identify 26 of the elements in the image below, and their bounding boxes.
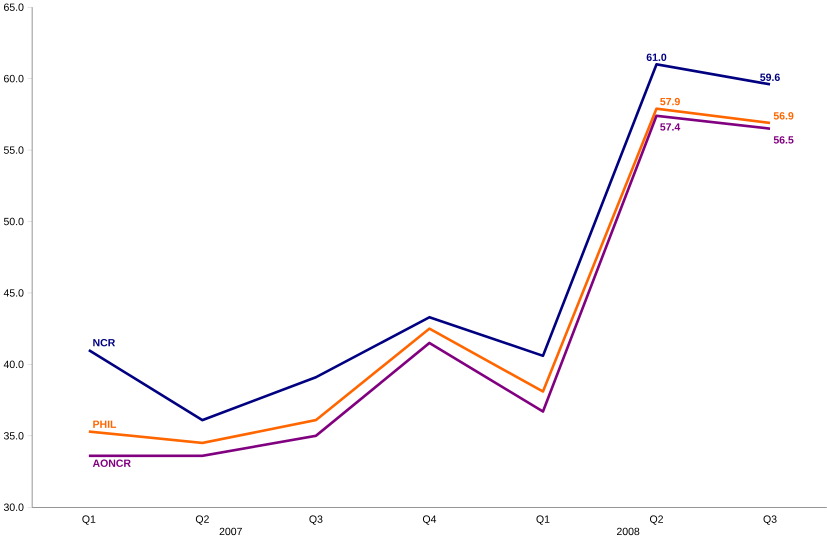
data-label: 56.9: [774, 112, 794, 120]
text: 2008: [616, 528, 640, 536]
data-label: 57.4: [660, 124, 680, 131]
series-label: AONCR: [92, 460, 131, 468]
y-tick-label: 35.0: [4, 432, 24, 440]
x-tick-label: Q1: [82, 516, 96, 525]
text: 2007: [220, 528, 242, 536]
y-tick-label: 40.0: [4, 360, 24, 368]
y-tick-label: 65.0: [4, 4, 24, 12]
series-label: PHIL: [93, 420, 116, 428]
x-tick-label: Q3: [309, 516, 322, 525]
data-label: 56.5: [774, 136, 794, 144]
series-label: NCR: [93, 339, 116, 347]
x-tick-label: Q1: [536, 516, 550, 525]
x-tick-label: Q3: [764, 516, 777, 525]
data-label: 59.6: [760, 74, 780, 82]
y-tick-label: 60.0: [4, 75, 24, 83]
x-tick-label: Q4: [422, 516, 436, 525]
y-tick-label: 55.0: [4, 146, 24, 154]
y-tick-label: 30.0: [4, 504, 24, 512]
y-tick-label: 50.0: [4, 218, 24, 226]
data-label: 61.0: [646, 54, 666, 62]
y-tick-label: 45.0: [4, 289, 24, 297]
x-tick-label: Q2: [196, 516, 209, 525]
x-tick-label: Q2: [650, 516, 663, 525]
data-label: 57.9: [660, 98, 680, 106]
